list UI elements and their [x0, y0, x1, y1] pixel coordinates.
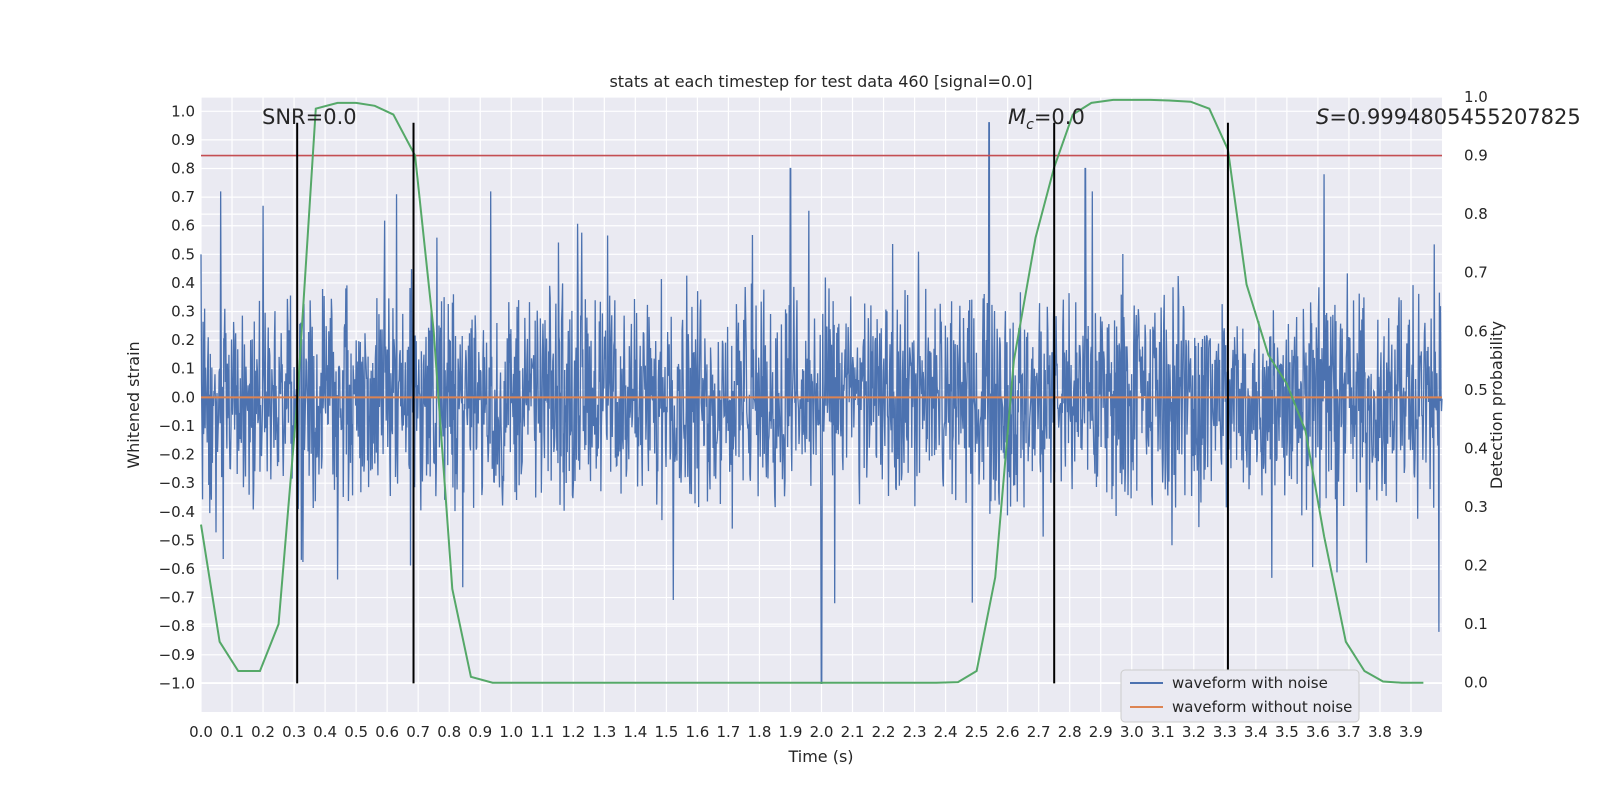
x-tick-label: 3.9	[1399, 723, 1423, 741]
snr-annotation: SNR=0.0	[262, 105, 357, 129]
x-tick-label: 0.2	[251, 723, 275, 741]
legend: waveform with noise waveform without noi…	[1120, 669, 1360, 723]
chart-title: stats at each timestep for test data 460…	[609, 72, 1032, 91]
y2-tick-label: 0.6	[1464, 322, 1488, 340]
y2-tick-label: 0.5	[1464, 381, 1488, 399]
y-tick-label: 0.9	[171, 131, 195, 149]
x-tick-label: 3.2	[1182, 723, 1206, 741]
chirp-mass-annotation: Mc=0.0	[1008, 105, 1085, 133]
y-tick-labels: 1.0 0.9 0.8 0.7 0.6 0.5 0.4 0.3 0.2 0.1 0.0 −0.1 −0.…	[159, 102, 195, 692]
x-tick-label: 3.4	[1244, 723, 1268, 741]
x-tick-label: 1.2	[561, 723, 585, 741]
y-tick-label: −0.7	[159, 589, 195, 607]
y2-tick-label: 0.9	[1464, 147, 1488, 165]
x-tick-label: 3.5	[1275, 723, 1299, 741]
y-tick-label: 0.2	[171, 331, 195, 349]
x-tick-label: 1.0	[499, 723, 523, 741]
x-tick-label: 0.1	[220, 723, 244, 741]
x-tick-label: 1.3	[592, 723, 616, 741]
detection-probability-line	[200, 98, 1424, 684]
x-tick-label: 0.5	[344, 723, 368, 741]
x-tick-label: 0.4	[313, 723, 337, 741]
y-tick-label: 0.1	[171, 360, 195, 378]
y-axis-label: Whitened strain	[124, 341, 143, 468]
x-tick-label: 2.7	[1027, 723, 1051, 741]
y-tick-label: 1.0	[171, 102, 195, 120]
x-tick-label: 3.1	[1151, 723, 1175, 741]
y-tick-label: 0.0	[171, 388, 195, 406]
x-tick-label: 1.7	[716, 723, 740, 741]
y-tick-label: 0.3	[171, 303, 195, 321]
x-tick-label: 1.5	[654, 723, 678, 741]
x-tick-label: 0.7	[406, 723, 430, 741]
x-tick-label: 1.1	[530, 723, 554, 741]
y2-tick-label: 0.3	[1464, 498, 1488, 516]
x-tick-label: 1.6	[685, 723, 709, 741]
x-tick-label: 0.9	[468, 723, 492, 741]
x-tick-label: 2.2	[872, 723, 896, 741]
y-tick-label: 0.5	[171, 245, 195, 263]
data-marks	[200, 98, 1443, 685]
legend-label-noise: waveform with noise	[1172, 674, 1328, 692]
y-tick-label: 0.6	[171, 217, 195, 235]
y2-tick-label: 0.1	[1464, 615, 1488, 633]
x-tick-label: 2.8	[1058, 723, 1082, 741]
x-tick-label: 3.8	[1368, 723, 1392, 741]
y-tick-label: 0.8	[171, 160, 195, 178]
x-tick-label: 1.9	[779, 723, 803, 741]
x-tick-label: 3.0	[1120, 723, 1144, 741]
y-tick-label: −0.8	[159, 617, 195, 635]
y2-axis-label: Detection probability	[1487, 321, 1506, 489]
y-tick-label: −0.3	[159, 474, 195, 492]
x-tick-label: 2.5	[965, 723, 989, 741]
y-tick-label: −0.9	[159, 646, 195, 664]
x-tick-label: 0.3	[282, 723, 306, 741]
x-tick-label: 3.7	[1337, 723, 1361, 741]
score-annotation: S=0.9994805455207825	[1316, 105, 1581, 129]
y2-tick-label: 0.0	[1464, 674, 1488, 692]
x-tick-label: 2.4	[934, 723, 958, 741]
y2-tick-label: 0.2	[1464, 557, 1488, 575]
y-tick-label: −0.2	[159, 446, 195, 464]
x-tick-label: 0.6	[375, 723, 399, 741]
y-tick-label: −0.6	[159, 560, 195, 578]
legend-label-clean: waveform without noise	[1172, 698, 1352, 716]
x-tick-label: 2.6	[996, 723, 1020, 741]
x-tick-label: 3.3	[1213, 723, 1237, 741]
x-tick-label: 0.0	[189, 723, 213, 741]
x-tick-label: 2.3	[903, 723, 927, 741]
y2-tick-label: 0.8	[1464, 205, 1488, 223]
y2-tick-label: 1.0	[1464, 88, 1488, 106]
y-tick-label: −0.5	[159, 531, 195, 549]
x-tick-label: 1.8	[748, 723, 772, 741]
x-tick-label: 3.6	[1306, 723, 1330, 741]
y-tick-label: 0.4	[171, 274, 195, 292]
x-tick-label: 0.8	[437, 723, 461, 741]
y2-tick-label: 0.7	[1464, 264, 1488, 282]
y-tick-label: −0.1	[159, 417, 195, 435]
y2-tick-label: 0.4	[1464, 439, 1488, 457]
y-tick-label: −1.0	[159, 674, 195, 692]
x-tick-label: 2.9	[1089, 723, 1113, 741]
y-tick-label: −0.4	[159, 503, 195, 521]
y2-tick-labels: 1.0 0.9 0.8 0.7 0.6 0.5 0.4 0.3 0.2 0.1 0.0	[1464, 88, 1488, 692]
y-tick-label: 0.7	[171, 188, 195, 206]
x-tick-label: 2.0	[810, 723, 834, 741]
legend-box	[1120, 669, 1360, 723]
x-tick-label: 1.4	[623, 723, 647, 741]
x-tick-labels: 0.0 0.1 0.2 0.3 0.4 0.5 0.6 0.7 0.8 0.9 1.0 1.1 1.2 1…	[189, 723, 1423, 741]
x-tick-label: 2.1	[841, 723, 865, 741]
x-axis-label: Time (s)	[787, 747, 853, 766]
